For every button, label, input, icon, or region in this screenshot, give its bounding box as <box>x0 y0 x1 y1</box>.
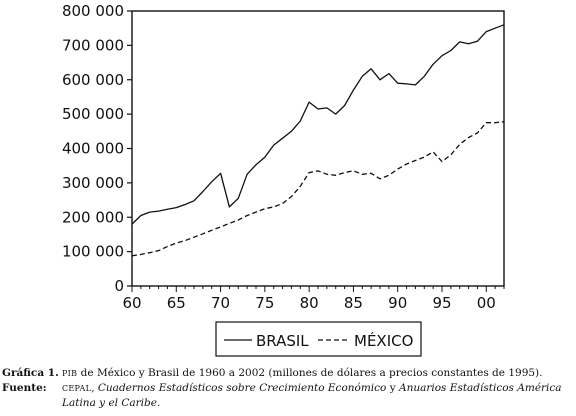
x-tick-label: 90 <box>388 294 407 312</box>
x-tick-label: 70 <box>211 294 230 312</box>
caption-source-title-1: Cuadernos Estadísticos sobre Crecimiento… <box>97 382 387 394</box>
y-tick-label: 500 000 <box>62 105 124 123</box>
y-tick-labels: 0 100 000 200 000 300 000 400 000 500 000 600 … <box>62 2 124 295</box>
caption-source-text: CEPAL, Cuadernos Estadísticos sobre Crec… <box>62 381 574 411</box>
caption-figure-row: Gráfica 1. PIB de México y Brasil de 196… <box>2 366 574 381</box>
legend: BRASIL MÉXICO <box>215 321 422 357</box>
x-tick-labels: 60 65 70 75 80 85 90 95 00 <box>122 294 495 312</box>
legend-box <box>215 321 422 357</box>
caption-and: y <box>386 382 399 394</box>
x-tick-label: 00 <box>477 294 496 312</box>
x-tick-label: 65 <box>167 294 186 312</box>
caption-cepal: CEPAL <box>62 384 92 393</box>
caption-pib: PIB <box>62 369 78 378</box>
x-tick-label: 85 <box>344 294 363 312</box>
series-lines <box>131 24 505 257</box>
caption-source-row: Fuente: CEPAL, Cuadernos Estadísticos so… <box>2 381 574 411</box>
series-line-mxico <box>131 121 505 257</box>
line-chart: 0 100 000 200 000 300 000 400 000 500 000 600 … <box>62 2 505 357</box>
caption: Gráfica 1. PIB de México y Brasil de 196… <box>2 366 574 411</box>
caption-comma: , <box>91 382 98 394</box>
legend-label: MÉXICO <box>354 331 413 350</box>
y-tick-label: 0 <box>114 277 124 295</box>
x-tick-label: 80 <box>300 294 319 312</box>
caption-figure-description: de México y Brasil de 1960 a 2002 (millo… <box>77 367 543 379</box>
x-tick-label: 75 <box>255 294 274 312</box>
caption-source-label: Fuente: <box>2 382 47 394</box>
caption-figure-label: Gráfica 1. <box>2 367 59 379</box>
series-line-brasil <box>131 24 505 225</box>
axes <box>127 10 505 292</box>
x-tick-label: 95 <box>432 294 451 312</box>
x-tick-label: 60 <box>122 294 141 312</box>
caption-source-title-2: Anuarios Estadísticos América Latina y e… <box>62 382 562 409</box>
y-tick-label: 800 000 <box>62 2 124 20</box>
y-tick-label: 600 000 <box>62 71 124 89</box>
y-tick-label: 400 000 <box>62 140 124 158</box>
y-tick-label: 100 000 <box>62 243 124 261</box>
y-tick-label: 700 000 <box>62 36 124 54</box>
legend-label: BRASIL <box>256 332 309 350</box>
y-tick-label: 300 000 <box>62 174 124 192</box>
caption-period: . <box>156 397 161 409</box>
caption-figure-text: PIB de México y Brasil de 1960 a 2002 (m… <box>62 366 574 381</box>
y-tick-label: 200 000 <box>62 208 124 226</box>
